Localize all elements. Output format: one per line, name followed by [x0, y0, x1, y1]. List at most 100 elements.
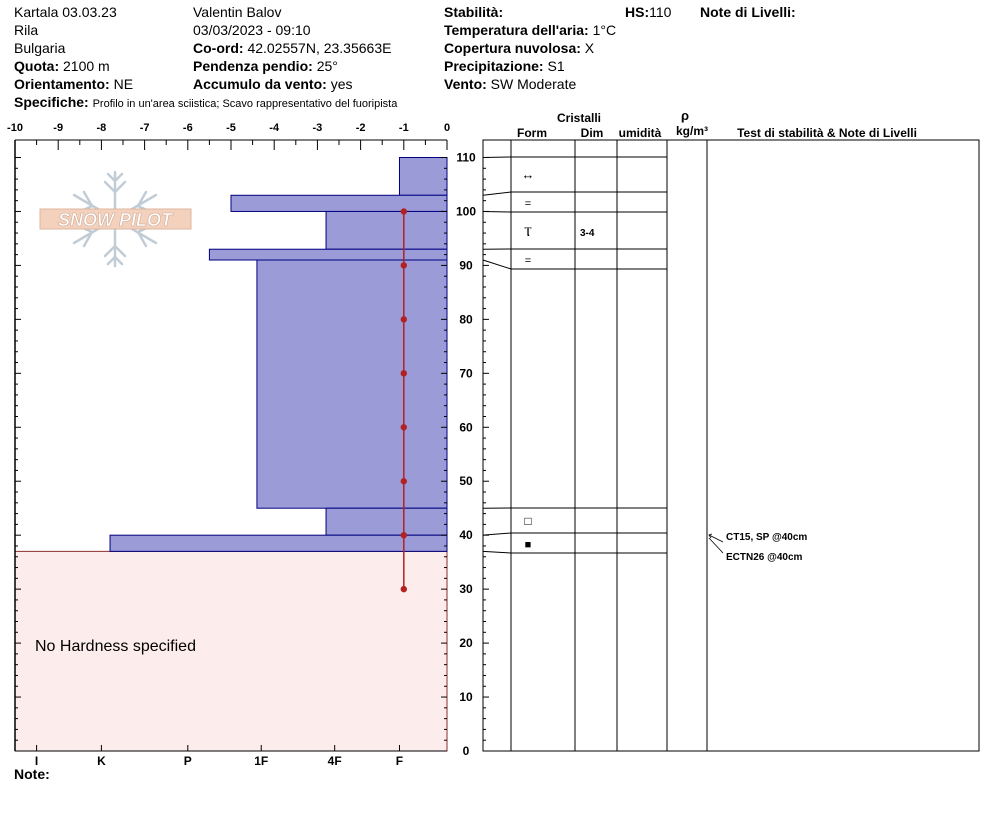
top-tick-label: -5	[226, 122, 236, 134]
temperature-point	[400, 478, 407, 485]
coord-label: Co-ord:	[193, 40, 244, 56]
aspect-label: Orientamento:	[14, 76, 110, 92]
layer-connector	[482, 191, 512, 196]
crystals-header: Cristalli	[557, 111, 601, 125]
logo-text: SNOW PILOT	[58, 210, 174, 230]
location-title: Kartala 03.03.23	[14, 4, 117, 20]
snowpilot-logo: SNOW PILOT	[39, 170, 192, 268]
moisture-header: umidità	[619, 126, 662, 140]
no-hardness-group	[14, 550, 448, 752]
slope-label: Pendenza pendio:	[193, 58, 313, 74]
cloud-row: Copertura nuvolosa: X	[444, 39, 594, 57]
temperature-profile-group	[400, 208, 407, 593]
elevation-row: Quota: 2100 m	[14, 57, 110, 75]
cloud-label: Copertura nuvolosa:	[444, 40, 581, 56]
layer-connector	[482, 532, 512, 536]
coord-value: 42.02557N, 23.35663E	[247, 40, 392, 56]
stability-notes-header: Test di stabilità & Note di Livelli	[737, 126, 917, 140]
temperature-point	[400, 424, 407, 431]
grain-form-symbol: □	[524, 514, 531, 528]
no-hardness-region	[14, 550, 448, 752]
hs-label: HS:	[625, 4, 650, 20]
grain-form-symbol: =	[525, 255, 531, 267]
y-tick-label: 30	[459, 582, 473, 596]
observation-datetime: 03/03/2023 - 09:10	[193, 22, 311, 38]
layer-notes-label: Note di Livelli:	[700, 4, 796, 20]
top-tick-label: -4	[269, 122, 280, 134]
y-tick-label: 80	[459, 312, 473, 326]
y-tick-label: 20	[459, 636, 473, 650]
elevation-label: Quota:	[14, 58, 60, 74]
hardness-bar	[398, 157, 448, 196]
air-temp-row: Temperatura dell'aria: 1°C	[444, 21, 616, 39]
precip-label: Precipitazione:	[444, 58, 544, 74]
hs-row: HS:110	[625, 3, 671, 21]
temperature-point	[400, 531, 407, 539]
layer-connector	[482, 550, 512, 554]
temperature-point	[400, 370, 407, 377]
no-hardness-label: No Hardness specified	[35, 638, 196, 655]
wind-load-label: Accumulo da vento:	[193, 76, 327, 92]
y-tick-label: 90	[459, 258, 473, 272]
bottom-tick-label: P	[184, 754, 192, 768]
size-header: Dim	[581, 126, 604, 140]
grain-form-symbol: ↔	[522, 167, 535, 182]
wind-value: SW Moderate	[490, 76, 577, 92]
grain-form-symbol: ■	[525, 539, 532, 551]
note-label: Note:	[14, 766, 50, 782]
stability-row: Stabilità:	[444, 3, 503, 21]
y-tick-label: 60	[459, 420, 473, 434]
precip-row: Precipitazione: S1	[444, 57, 565, 75]
wind-load-value: yes	[330, 76, 353, 92]
stability-test-label: ECTN26 @40cm	[726, 552, 803, 563]
aspect-row: Orientamento: NE	[14, 75, 133, 93]
layer-connector	[482, 259, 512, 270]
y-tick-label: 10	[459, 690, 473, 704]
specifics-label: Specifiche:	[14, 94, 89, 110]
stability-label: Stabilità:	[444, 4, 504, 20]
temperature-point	[400, 585, 407, 593]
top-tick-label: -8	[97, 122, 107, 134]
hardness-bar	[325, 210, 448, 250]
bottom-tick-label: K	[97, 754, 106, 768]
temperature-point	[400, 316, 407, 323]
country-name: Bulgaria	[14, 40, 66, 56]
layer-symbols: ↔ = Ⲧ 3-4 = □ ■	[522, 167, 595, 551]
cloud-value: X	[584, 40, 595, 56]
top-tick-label: 0	[444, 122, 450, 134]
specifics-value: Profilo in un'area sciistica; Scavo rapp…	[92, 98, 398, 110]
temperature-point	[400, 262, 407, 269]
top-tick-label: -9	[53, 122, 63, 134]
grain-form-symbol: Ⲧ	[524, 224, 532, 239]
wind-load-row: Accumulo da vento: yes	[193, 75, 352, 93]
air-temp-label: Temperatura dell'aria:	[444, 22, 589, 38]
top-tick-label: -2	[356, 122, 366, 134]
precip-value: S1	[547, 58, 565, 74]
hardness-bar	[109, 534, 448, 552]
top-tick-label: -7	[140, 122, 150, 134]
bottom-tick-label: 4F	[328, 754, 342, 768]
wind-label: Vento:	[444, 76, 487, 92]
specifics-row: Specifiche: Profilo in un'area sciistica…	[14, 93, 397, 113]
top-tick-label: -3	[313, 122, 323, 134]
aspect-value: NE	[113, 76, 134, 92]
coord-row: Co-ord: 42.02557N, 23.35663E	[193, 39, 391, 57]
layer-connector	[482, 156, 512, 158]
y-tick-label: 50	[459, 474, 473, 488]
density-unit: kg/m³	[676, 124, 708, 138]
slope-value: 25°	[316, 58, 338, 74]
y-tick-labels-group: 0 10 20 30 40 50 60 70 80 90 100 110	[456, 151, 476, 759]
hs-value: 110	[649, 4, 672, 20]
top-tick-label: -10	[7, 122, 23, 134]
axes-group: -10 -9 -8 -7 -6 -5 -4 -3 -2 -1 0I K P 1F 4F F	[7, 122, 489, 768]
hardness-bars-group	[109, 157, 448, 552]
observer-name: Valentin Balov	[193, 4, 282, 20]
y-tick-label: 0	[463, 744, 470, 758]
grain-form-symbol: =	[525, 198, 531, 210]
table-frame	[482, 139, 980, 752]
range-name: Rila	[14, 22, 39, 38]
y-tick-label: 100	[456, 204, 476, 218]
temperature-point	[400, 208, 407, 215]
layer-connector	[482, 210, 512, 213]
